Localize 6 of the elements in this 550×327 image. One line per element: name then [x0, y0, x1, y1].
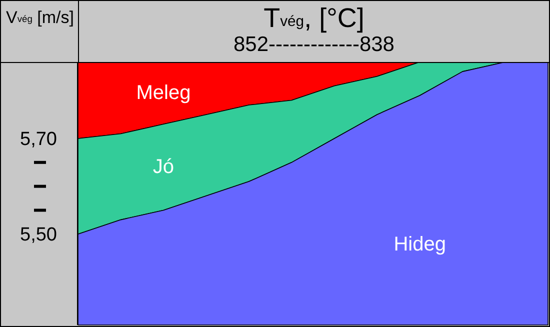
series-label: Jó [152, 156, 174, 178]
text: 852-------------838 [232, 33, 396, 57]
y-tick-label: 5,50 [20, 224, 57, 246]
series-label: Meleg [136, 82, 191, 104]
y-tick-label: 5,70 [20, 129, 57, 150]
series-label: Hideg [394, 234, 446, 256]
